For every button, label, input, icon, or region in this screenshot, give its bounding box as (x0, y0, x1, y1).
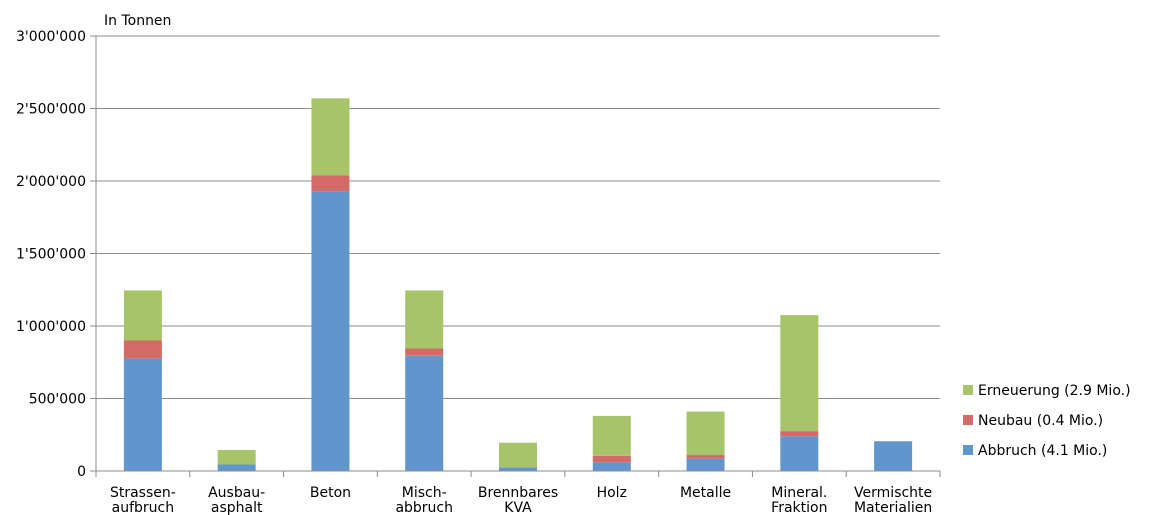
y-tick-label: 3'000'000 (16, 29, 86, 45)
x-tick-label-line: KVA (504, 500, 532, 515)
bar-segment (686, 455, 725, 459)
bars (123, 98, 913, 471)
legend-label: Erneuerung (2.9 Mio.) (978, 383, 1131, 399)
bar-segment (686, 458, 725, 471)
x-tick-label: Brennbares KVA (478, 485, 558, 515)
bar-segment (499, 467, 537, 471)
bar-segment (311, 191, 350, 471)
legend-swatch (963, 415, 973, 425)
bar-segment (405, 355, 444, 471)
x-tick-label-line: Metalle (680, 485, 731, 501)
y-tick-label: 2'500'000 (16, 102, 86, 118)
y-tick-label: 1'000'000 (16, 319, 86, 335)
bar-segment (592, 415, 631, 456)
bar-segment (123, 290, 162, 341)
bar-segment (311, 98, 350, 176)
y-tick-label: 2'000'000 (16, 174, 86, 190)
bar-segment (311, 175, 350, 192)
bar-segment (123, 358, 162, 471)
legend-swatch (963, 445, 973, 455)
y-tick-labels: 0 500'000 1'000'000 1'500'000 2'000'000 2'500… (16, 29, 86, 480)
bar-segment (780, 315, 819, 432)
bar-segment (874, 441, 913, 471)
y-tick-label: 1'500'000 (16, 247, 86, 263)
x-tick-label: Strassen-aufbruch (110, 485, 176, 515)
x-tick-label-line: Beton (310, 485, 351, 501)
x-tick-label: Ausbau-asphalt (208, 485, 265, 515)
bar-segment (780, 431, 819, 437)
bar-segment (780, 436, 819, 471)
bar-segment (592, 455, 631, 463)
x-tick-label-line: Holz (597, 485, 627, 501)
bar-segment (499, 442, 537, 468)
x-tick-label-line: Brennbares (478, 485, 558, 501)
x-tick-label: Holz (597, 485, 627, 501)
legend-label: Neubau (0.4 Mio.) (978, 413, 1103, 429)
x-tick-label: Mineral. Fraktion (771, 485, 827, 515)
bar-segment (217, 449, 256, 465)
bar-segment (686, 411, 725, 456)
bar-segment (592, 462, 631, 471)
x-tick-label-line: Fraktion (771, 500, 827, 515)
x-tick-label-line: Strassen- (110, 485, 176, 501)
y-tick-label: 500'000 (29, 392, 86, 408)
x-tick-label-line: Ausbau- (208, 485, 265, 501)
legend-swatch (963, 385, 973, 395)
y-tick-label: 0 (77, 464, 86, 480)
x-tick-label: Vermischte Materialien (854, 485, 932, 515)
x-tick-label-line: Materialien (854, 500, 932, 515)
x-tick-label-line: aufbruch (112, 500, 174, 515)
x-tick-label-line: Vermischte (854, 485, 932, 501)
x-tick-label-line: Misch- (402, 485, 447, 501)
bar-segment (405, 290, 444, 349)
x-tick-label-line: asphalt (211, 500, 263, 515)
bar-segment (123, 340, 162, 359)
x-tick-label: Beton (310, 485, 351, 501)
legend: Erneuerung (2.9 Mio.) Neubau (0.4 Mio.) Ab… (963, 383, 1131, 459)
y-axis-label: In Tonnen (104, 13, 171, 29)
x-axis (95, 36, 941, 477)
legend-label: Abbruch (4.1 Mio.) (978, 443, 1107, 459)
x-tick-label: Misch-abbruch (395, 485, 453, 515)
bar-segment (405, 348, 444, 356)
bar-segment (217, 464, 256, 471)
x-tick-label-line: abbruch (395, 500, 453, 515)
x-tick-label: Metalle (680, 485, 731, 501)
x-tick-labels: Strassen-aufbruch Ausbau-asphalt Beton Misc… (110, 485, 932, 515)
x-tick-label-line: Mineral. (771, 485, 827, 501)
